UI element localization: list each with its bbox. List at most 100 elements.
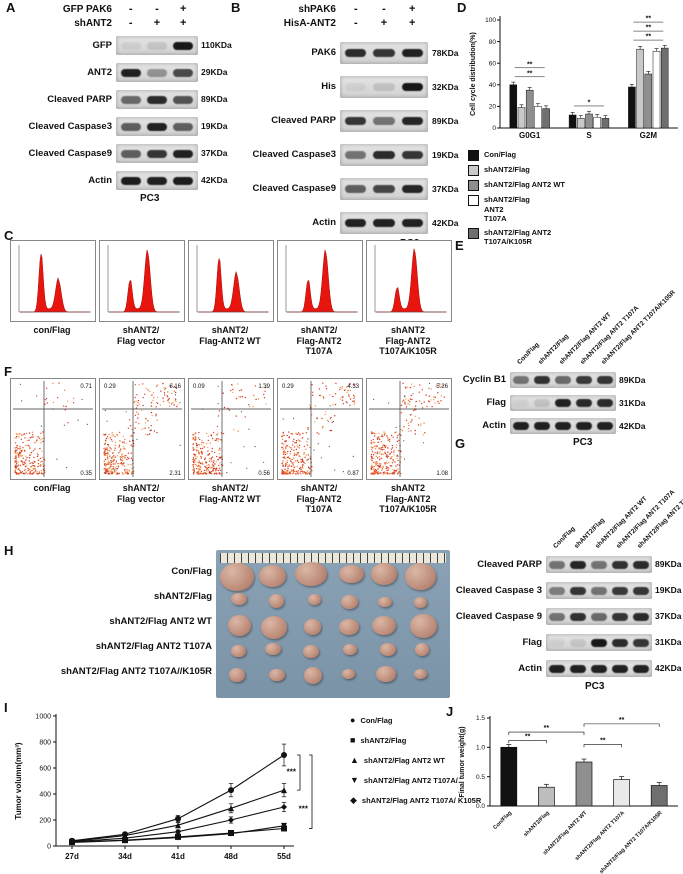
cell-dot: [400, 456, 402, 458]
cell-dot: [296, 465, 298, 468]
cell-dot: [373, 445, 375, 448]
cell-dot: [404, 403, 407, 405]
cell-dot: [376, 461, 378, 463]
cell-dot: [370, 473, 372, 475]
cell-dot: [209, 442, 212, 444]
cell-dot: [156, 419, 158, 421]
marker-circle: [281, 752, 287, 758]
quadrant-value-tr: 6.16: [169, 384, 181, 390]
cell-dot: [208, 457, 211, 460]
cell-dot: [44, 403, 46, 405]
panel-g-band: [591, 638, 607, 647]
cell-dot: [412, 393, 414, 395]
cell-dot: [18, 456, 20, 458]
cell-dot: [118, 446, 120, 448]
cell-dot: [378, 432, 380, 434]
cell-dot: [136, 438, 138, 440]
cell-dot: [138, 384, 140, 386]
cell-dot: [325, 388, 328, 390]
panel-a-condition-symbol: +: [180, 17, 187, 29]
legend-entry: shANT2/Flag ANT2 T107A: [468, 195, 682, 224]
cell-dot: [145, 433, 147, 435]
cell-dot: [18, 432, 20, 435]
cell-dot: [332, 420, 334, 423]
cell-dot: [104, 454, 106, 457]
cell-dot: [297, 470, 299, 472]
cell-dot: [311, 384, 313, 386]
cell-dot: [36, 455, 39, 458]
panel-b-band: [345, 185, 367, 193]
cell-dot: [417, 424, 420, 426]
cell-dot: [328, 445, 330, 447]
cell-dot: [31, 462, 33, 464]
cell-dot: [298, 447, 301, 449]
cell-dot: [25, 455, 27, 457]
cell-dot: [377, 471, 379, 473]
histogram-peaks: [20, 253, 90, 313]
panel-a-band: [147, 95, 167, 104]
bar: [650, 785, 668, 807]
cell-dot: [42, 440, 44, 443]
cell-dot: [17, 465, 19, 467]
cell-dot: [325, 411, 327, 413]
panel-g-band: [548, 612, 565, 621]
cell-dot: [209, 471, 212, 473]
cell-dot: [218, 410, 221, 412]
cell-dot: [126, 472, 128, 474]
cell-dot: [282, 432, 284, 434]
cell-dot: [205, 462, 207, 465]
cell-dot: [390, 448, 392, 450]
cell-dot: [407, 422, 410, 424]
cell-dot: [370, 455, 372, 457]
legend-marker-circle: ●: [350, 715, 356, 725]
cell-dot: [374, 452, 376, 454]
cell-dot: [216, 455, 218, 458]
cell-dot: [379, 465, 382, 467]
panel-b-row-label: Cleaved Caspase3: [252, 149, 336, 160]
cell-dot: [254, 446, 256, 448]
panel-b-blot-strip: [340, 144, 428, 166]
cell-dot: [309, 457, 311, 460]
cell-dot: [284, 451, 286, 453]
panel-b-band: [345, 117, 367, 125]
cell-dot: [420, 423, 422, 425]
cell-dot: [282, 472, 285, 474]
cell-dot: [21, 434, 23, 436]
cell-dot: [19, 445, 21, 448]
cell-dot: [307, 454, 309, 456]
panel-g-kda-label: 37KDa: [655, 611, 682, 621]
panel-e-cell-line-label: PC3: [573, 437, 593, 448]
cell-dot: [124, 448, 126, 450]
cell-dot: [198, 444, 200, 446]
cell-dot: [432, 399, 435, 401]
x-category-label: Con/Flag: [492, 810, 513, 831]
panel-a-band: [120, 122, 141, 131]
cell-dot: [17, 447, 19, 450]
cell-dot: [66, 400, 69, 402]
panel-e-row-label: Cyclin B1: [462, 374, 506, 385]
cell-dot: [390, 457, 393, 459]
panel-e-band: [597, 422, 614, 430]
cell-dot: [223, 406, 226, 409]
panel-e-band: [576, 422, 593, 430]
cell-dot: [195, 442, 198, 445]
quadrant-value-tr: 0.71: [80, 384, 92, 390]
cell-dot: [25, 471, 27, 473]
bar: [601, 118, 610, 129]
cell-dot: [418, 417, 420, 419]
cell-dot: [222, 432, 225, 435]
panel-a-band: [173, 176, 194, 185]
cell-dot: [313, 449, 315, 451]
cell-dot: [167, 399, 170, 401]
cell-dot: [109, 463, 111, 465]
tumor-photo: [216, 550, 450, 698]
panel-g-kda-label: 31KDa: [655, 637, 682, 647]
cell-dot: [303, 453, 305, 455]
cell-dot: [372, 454, 375, 456]
cell-dot: [381, 446, 384, 448]
cell-dot: [110, 438, 113, 441]
cell-dot: [148, 427, 150, 429]
tumor-row-label: shANT2/Flag: [153, 591, 212, 602]
panel-e-row-label: Flag: [486, 397, 506, 408]
cell-dot: [104, 470, 107, 472]
